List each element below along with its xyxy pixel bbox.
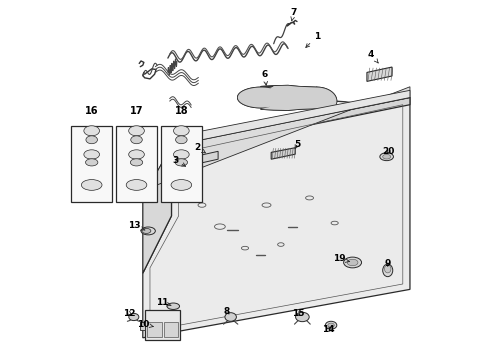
Text: 3: 3	[172, 156, 186, 166]
Text: 8: 8	[224, 307, 230, 316]
Ellipse shape	[383, 154, 391, 159]
Ellipse shape	[325, 321, 337, 329]
Ellipse shape	[383, 264, 393, 276]
Bar	[145, 310, 180, 339]
Text: 20: 20	[382, 147, 394, 156]
Ellipse shape	[129, 314, 139, 320]
Ellipse shape	[86, 159, 98, 166]
Ellipse shape	[81, 180, 102, 190]
Text: 1: 1	[306, 32, 320, 48]
Text: 4: 4	[368, 50, 378, 63]
Bar	[140, 322, 146, 330]
Text: 16: 16	[85, 106, 98, 116]
Ellipse shape	[173, 150, 189, 159]
Text: 17: 17	[130, 106, 143, 116]
Text: 14: 14	[322, 325, 335, 334]
Text: 2: 2	[195, 143, 205, 153]
Text: 18: 18	[174, 106, 188, 116]
Ellipse shape	[173, 126, 189, 136]
Polygon shape	[143, 98, 410, 338]
Ellipse shape	[295, 312, 309, 321]
Polygon shape	[367, 67, 392, 81]
Ellipse shape	[328, 323, 334, 327]
Polygon shape	[238, 86, 337, 115]
Polygon shape	[172, 98, 410, 153]
Bar	[147, 322, 162, 337]
Ellipse shape	[129, 150, 145, 159]
Polygon shape	[143, 146, 172, 273]
Ellipse shape	[131, 136, 142, 144]
Bar	[164, 322, 177, 337]
Ellipse shape	[129, 126, 145, 136]
Ellipse shape	[126, 180, 147, 190]
Ellipse shape	[86, 136, 98, 144]
Ellipse shape	[385, 265, 391, 273]
Text: 19: 19	[333, 255, 349, 264]
Ellipse shape	[225, 313, 236, 321]
Text: 5: 5	[294, 140, 300, 149]
Ellipse shape	[84, 126, 99, 136]
Bar	[71, 126, 112, 202]
Text: 12: 12	[123, 309, 136, 318]
Bar	[116, 126, 157, 202]
Ellipse shape	[142, 228, 151, 233]
Ellipse shape	[171, 180, 192, 190]
Ellipse shape	[347, 259, 358, 266]
Polygon shape	[202, 151, 218, 163]
Ellipse shape	[130, 159, 143, 166]
Text: 6: 6	[262, 70, 268, 85]
Text: 15: 15	[292, 309, 304, 318]
Polygon shape	[271, 148, 295, 159]
Ellipse shape	[175, 136, 187, 144]
Ellipse shape	[343, 257, 362, 268]
Text: 7: 7	[291, 8, 297, 21]
Text: 13: 13	[128, 221, 145, 230]
Text: 9: 9	[385, 259, 391, 268]
Text: 11: 11	[155, 298, 171, 307]
Polygon shape	[172, 90, 410, 146]
Polygon shape	[180, 166, 196, 176]
Text: 10: 10	[137, 320, 153, 329]
Polygon shape	[137, 87, 410, 198]
Ellipse shape	[167, 303, 179, 310]
Ellipse shape	[141, 227, 155, 235]
Ellipse shape	[84, 150, 99, 159]
Bar	[161, 126, 202, 202]
Ellipse shape	[380, 153, 393, 161]
Ellipse shape	[175, 159, 188, 166]
